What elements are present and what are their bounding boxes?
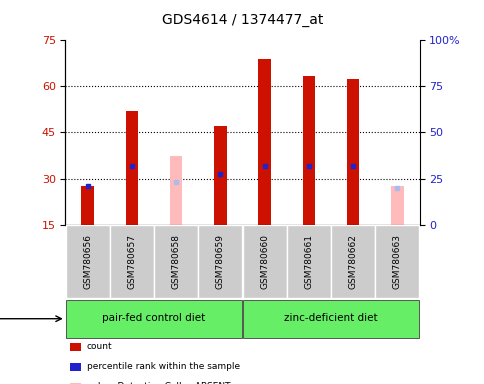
Bar xyxy=(65,300,242,338)
Bar xyxy=(242,300,419,338)
Bar xyxy=(65,225,109,298)
Text: GDS4614 / 1374477_at: GDS4614 / 1374477_at xyxy=(162,13,322,27)
Bar xyxy=(110,225,153,298)
Bar xyxy=(169,156,182,225)
Text: GSM780656: GSM780656 xyxy=(83,233,92,289)
Bar xyxy=(81,186,93,225)
Bar xyxy=(287,225,330,298)
Bar xyxy=(391,186,403,225)
Bar xyxy=(198,225,242,298)
Bar xyxy=(214,126,226,225)
Text: GSM780661: GSM780661 xyxy=(304,233,313,289)
Text: GSM780657: GSM780657 xyxy=(127,233,136,289)
Bar xyxy=(346,79,359,225)
Text: GSM780663: GSM780663 xyxy=(392,233,401,289)
Bar xyxy=(302,76,315,225)
Text: GSM780658: GSM780658 xyxy=(171,233,180,289)
Text: GSM780659: GSM780659 xyxy=(215,233,225,289)
Text: pair-fed control diet: pair-fed control diet xyxy=(102,313,205,323)
Bar xyxy=(375,225,419,298)
Bar xyxy=(154,225,197,298)
Bar xyxy=(331,225,374,298)
Text: GSM780660: GSM780660 xyxy=(259,233,269,289)
Text: percentile rank within the sample: percentile rank within the sample xyxy=(87,362,240,371)
Bar xyxy=(258,59,270,225)
Bar xyxy=(242,225,286,298)
Bar xyxy=(125,111,138,225)
Text: zinc-deficient diet: zinc-deficient diet xyxy=(284,313,377,323)
Text: GSM780662: GSM780662 xyxy=(348,234,357,288)
Text: count: count xyxy=(87,342,112,351)
Text: value, Detection Call = ABSENT: value, Detection Call = ABSENT xyxy=(87,382,230,384)
